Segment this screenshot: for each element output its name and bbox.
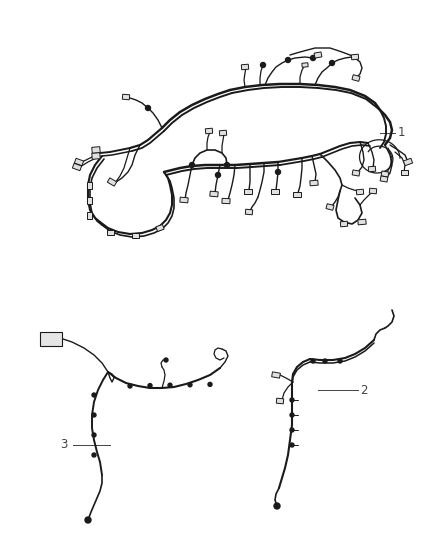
Bar [326, 204, 334, 211]
Bar [369, 188, 377, 194]
Circle shape [290, 398, 294, 402]
Circle shape [323, 359, 327, 363]
Bar [131, 232, 138, 238]
Bar [400, 169, 407, 174]
Bar [40, 332, 62, 346]
Circle shape [276, 169, 280, 174]
Bar [180, 197, 188, 203]
Bar [352, 75, 360, 82]
Circle shape [190, 163, 194, 167]
Bar [92, 152, 100, 159]
Circle shape [92, 453, 96, 457]
Circle shape [215, 173, 220, 177]
Bar [271, 189, 279, 193]
Bar [356, 189, 364, 195]
Circle shape [311, 359, 315, 363]
Circle shape [290, 443, 294, 447]
Bar [276, 398, 284, 404]
Text: 3: 3 [60, 439, 68, 451]
Bar [302, 63, 308, 67]
Circle shape [290, 428, 294, 432]
Bar [272, 372, 280, 378]
Bar [222, 198, 230, 204]
Bar [310, 180, 318, 186]
Circle shape [128, 384, 132, 388]
Bar [86, 197, 92, 204]
Bar [351, 54, 359, 60]
Circle shape [329, 61, 335, 66]
Circle shape [168, 383, 172, 387]
Bar [107, 178, 117, 186]
Bar [86, 212, 92, 219]
Bar [293, 191, 301, 197]
Circle shape [290, 413, 294, 417]
Circle shape [274, 503, 280, 509]
Bar [380, 176, 388, 182]
Bar [92, 147, 100, 154]
Circle shape [286, 58, 290, 62]
Bar [156, 224, 164, 231]
Circle shape [261, 62, 265, 68]
Bar [122, 94, 130, 100]
Circle shape [92, 413, 96, 417]
Bar [205, 128, 213, 134]
Circle shape [208, 382, 212, 386]
Bar [381, 171, 389, 177]
Bar [352, 170, 360, 176]
Bar [340, 221, 348, 227]
Bar [106, 230, 113, 235]
Bar [314, 52, 322, 58]
Circle shape [225, 163, 230, 167]
Text: 2: 2 [360, 384, 367, 397]
Circle shape [164, 358, 168, 362]
Bar [358, 219, 366, 225]
Circle shape [92, 393, 96, 397]
Bar [244, 189, 252, 193]
Circle shape [145, 106, 151, 110]
Bar [245, 209, 253, 215]
Bar [210, 191, 218, 197]
Circle shape [148, 384, 152, 387]
Bar [403, 158, 413, 166]
Bar [219, 130, 227, 136]
Bar [72, 163, 81, 171]
Circle shape [188, 383, 192, 387]
Bar [74, 158, 84, 166]
Text: 1: 1 [398, 126, 406, 140]
Circle shape [92, 433, 96, 437]
Circle shape [311, 55, 315, 61]
Circle shape [85, 517, 91, 523]
Bar [368, 166, 376, 172]
Circle shape [338, 359, 342, 363]
Bar [241, 64, 249, 70]
Bar [86, 182, 92, 189]
